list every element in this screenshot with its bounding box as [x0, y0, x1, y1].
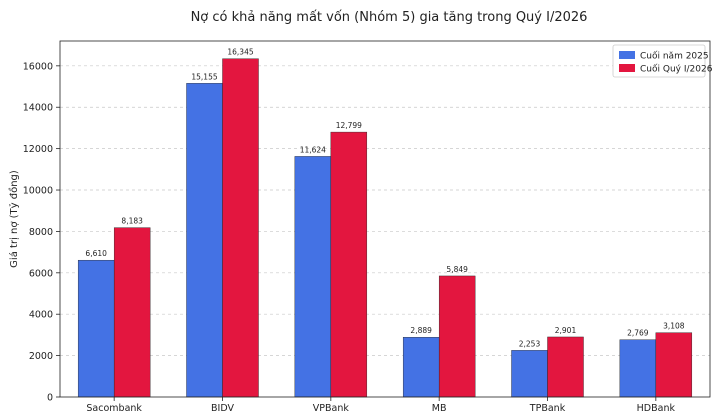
y-tick-label: 8000	[29, 227, 53, 238]
bar-cuoi-nam-2025-mb	[402, 337, 440, 398]
data-label: 15,155	[191, 72, 217, 81]
y-tick-label: 0	[47, 393, 53, 404]
x-tick-label: HDBank	[637, 403, 676, 414]
data-label: 8,183	[121, 217, 143, 226]
x-tick-label: MB	[432, 403, 447, 414]
data-label: 16,345	[227, 48, 253, 57]
bar-cuoi-nam-2025-bidv	[186, 83, 223, 398]
data-label: 12,799	[336, 121, 362, 130]
bar-cuoi-nam-2025-tpbank	[511, 350, 548, 398]
bar-cuoi-quy-1-2026-bidv	[222, 58, 259, 398]
legend: Cuối năm 2025 Cuối Quý I/2026	[612, 44, 713, 78]
bar-cuoi-quy-1-2026-mb	[438, 275, 476, 398]
data-labels: 6,610 8,183 15,155 16,345 11,624 12,799 2,889 5…	[85, 48, 684, 349]
y-axis-label: Giá trị nợ (Tỷ đồng)	[8, 170, 20, 268]
bar-cuoi-quy-1-2026-hdbank	[655, 332, 693, 398]
bar-cuoi-nam-2025-hdbank	[619, 339, 657, 398]
data-label: 6,610	[85, 249, 107, 258]
data-label: 2,253	[519, 339, 541, 348]
bar-cuoi-nam-2025-sacombank	[77, 259, 115, 398]
data-label: 2,901	[555, 326, 577, 335]
bar-cuoi-quy-1-2026-sacombank	[113, 227, 151, 398]
legend-swatch	[619, 51, 635, 59]
bar-cuoi-quy-1-2026-tpbank	[547, 336, 584, 398]
x-tick-label: BIDV	[211, 403, 234, 414]
legend-swatch	[619, 64, 635, 72]
bar-cuoi-nam-2025-vpbank	[294, 156, 332, 398]
data-label: 5,849	[446, 265, 468, 274]
x-tick-label: Sacombank	[86, 403, 142, 414]
gridlines	[60, 65, 710, 356]
bar-cuoi-quy-1-2026-vpbank	[330, 131, 368, 398]
data-label: 3,108	[663, 322, 685, 331]
data-label: 2,889	[410, 326, 432, 335]
y-tick-label: 10000	[23, 186, 53, 197]
y-axis-ticks: 0 2000 4000 6000 8000 10000 12000 14000 16000	[23, 61, 60, 404]
chart-title: Nợ có khả năng mất vốn (Nhóm 5) gia tăng…	[191, 10, 588, 25]
legend-entry: Cuối năm 2025	[640, 51, 709, 62]
legend-entry: Cuối Quý I/2026	[640, 64, 713, 75]
legend-box	[612, 44, 706, 78]
y-tick-label: 16000	[23, 61, 53, 72]
y-tick-label: 2000	[29, 351, 53, 362]
y-tick-label: 12000	[23, 144, 53, 155]
x-tick-label: TPBank	[529, 403, 566, 414]
plot-frame	[59, 40, 711, 398]
x-axis-ticks: Sacombank BIDV VPBank MB TPBank HDBank	[86, 397, 675, 414]
bars	[77, 58, 693, 398]
y-tick-label: 4000	[29, 310, 53, 321]
x-tick-label: VPBank	[313, 403, 350, 414]
y-tick-label: 14000	[23, 103, 53, 114]
data-label: 2,769	[627, 329, 649, 338]
data-label: 11,624	[300, 145, 326, 154]
y-tick-label: 6000	[29, 268, 53, 279]
